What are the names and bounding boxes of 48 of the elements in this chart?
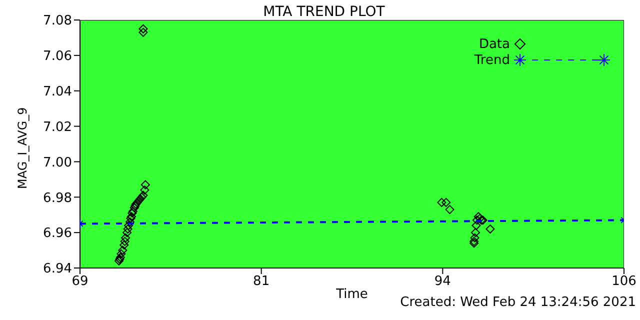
point — [120, 236, 130, 246]
point — [125, 217, 134, 226]
point — [121, 233, 130, 242]
point — [471, 228, 480, 238]
legend-label: Data — [478, 36, 510, 52]
point — [437, 198, 446, 207]
point — [445, 205, 454, 214]
x-axis-title: Time — [335, 287, 368, 302]
point — [470, 236, 479, 246]
text: Created: Wed Feb 24 13:24:56 2021 — [400, 295, 636, 310]
point — [124, 220, 134, 230]
point — [138, 24, 148, 34]
point — [123, 224, 132, 234]
x-tick-label: 94 — [434, 274, 451, 290]
point — [486, 224, 495, 234]
point — [140, 186, 150, 195]
y-tick-label: 6.94 — [43, 262, 72, 277]
point — [472, 216, 482, 225]
point — [130, 203, 139, 212]
point — [118, 246, 128, 255]
point — [116, 252, 125, 262]
y-tick-label: 7.06 — [43, 49, 72, 64]
y-tick-label: 7.02 — [43, 120, 72, 135]
point — [131, 200, 140, 209]
x-tick-label: 106 — [612, 274, 636, 290]
x-tick-label: 69 — [72, 274, 88, 290]
point — [138, 190, 148, 200]
point — [128, 206, 138, 216]
point — [120, 240, 129, 250]
point — [128, 208, 137, 218]
legend-label: Trend — [473, 52, 510, 68]
point — [116, 249, 126, 258]
y-tick-label: 7.08 — [43, 14, 72, 29]
point — [472, 220, 481, 230]
point — [122, 228, 132, 238]
y-axis-title: MAG_I_AVG_9 — [15, 107, 30, 189]
y-tick-label: 6.96 — [43, 226, 72, 242]
y-tick-label: 6.98 — [43, 190, 72, 206]
point — [470, 233, 480, 242]
point — [140, 180, 150, 190]
y-tick-label: 7.00 — [43, 155, 72, 170]
y-tick-label: 7.04 — [43, 84, 72, 100]
point — [470, 238, 479, 248]
x-tick-label: 81 — [253, 274, 270, 290]
point — [442, 198, 451, 207]
chart-title: MTA TREND PLOT — [263, 4, 385, 20]
point — [138, 28, 148, 37]
point — [130, 202, 140, 210]
